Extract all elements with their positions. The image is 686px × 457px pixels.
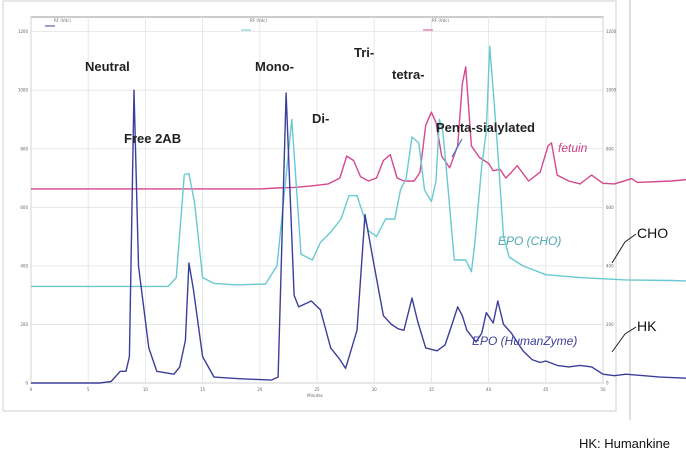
- y-tick-label-right: 600: [606, 205, 614, 210]
- x-axis-label: Minutes: [307, 393, 323, 398]
- x-tick-label: 50: [600, 387, 606, 392]
- outer-frame: [2, 0, 617, 412]
- x-tick-label: 45: [543, 387, 549, 392]
- x-tick-label: 5: [87, 387, 90, 392]
- y-tick-label-left: 200: [20, 322, 28, 327]
- y-tick-label-right: 400: [606, 263, 614, 268]
- series-line-epo-cho: [31, 45, 686, 288]
- y-tick-label-right: 800: [606, 146, 614, 151]
- annotation-penta-pointer: [451, 138, 463, 158]
- legend: RF (Vdc) RF (Vdc) RF (Vdc): [45, 18, 449, 31]
- x-tick-label: 20: [257, 387, 263, 392]
- x-tick-label: 15: [200, 387, 206, 392]
- annotation-di: Di-: [312, 111, 329, 126]
- x-axis-ticks: 0 5 10 15 20 25 30 35 40 45 50: [30, 387, 606, 392]
- trace-labels: fetuin EPO (CHO) EPO (HumanZyme): [472, 141, 588, 348]
- y-tick-label-left: 800: [20, 146, 28, 151]
- annotation-tetra: tetra-: [392, 67, 425, 82]
- annotation-neutral: Neutral: [85, 59, 130, 74]
- trace-label-fetuin: fetuin: [558, 141, 588, 155]
- y-tick-label-right: 1200: [606, 29, 617, 34]
- y-tick-label-right: 200: [606, 322, 614, 327]
- x-tick-label: 40: [486, 387, 492, 392]
- y-tick-label-left: 400: [20, 263, 28, 268]
- grid-lines: [30, 17, 604, 384]
- y-tick-label-left: 600: [20, 205, 28, 210]
- x-tick-label: 0: [30, 387, 33, 392]
- annotation-tri: Tri-: [354, 45, 374, 60]
- annotation-mono: Mono-: [255, 59, 294, 74]
- side-labels: CHO HK: [611, 225, 668, 353]
- footnote: HK: Humankine: [578, 436, 670, 451]
- y-axis-right-ticks: 0 200 400 600 800 1000 1200: [606, 29, 617, 385]
- x-tick-label: 25: [314, 387, 320, 392]
- legend-line-0: RF (Vdc): [54, 18, 71, 23]
- y-tick-label-right: 1000: [606, 88, 617, 93]
- x-tick-label: 30: [372, 387, 378, 392]
- legend-line-2: RF (Vdc): [432, 18, 449, 23]
- side-label-hk: HK: [637, 318, 657, 334]
- side-label-cho: CHO: [637, 225, 668, 241]
- annotation-penta-sialylated: Penta-sialylated: [436, 120, 535, 135]
- y-axis-left-ticks: 0 200 400 600 800 1000 1200: [18, 29, 29, 385]
- cho-bracket: [611, 233, 637, 264]
- series-group: [31, 45, 686, 384]
- trace-label-epo-humanzyme: EPO (HumanZyme): [472, 334, 577, 348]
- y-tick-label-right: 0: [606, 381, 609, 386]
- x-tick-label: 35: [429, 387, 435, 392]
- series-line-fetuin: [31, 66, 686, 190]
- y-tick-label-left: 1200: [18, 29, 29, 34]
- hk-bracket: [611, 326, 637, 353]
- y-tick-label-left: 1000: [18, 88, 29, 93]
- series-line-epo-humanzyme: [31, 89, 686, 384]
- y-tick-label-left: 0: [25, 381, 28, 386]
- legend-line-1: RF (Vdc): [250, 18, 267, 23]
- x-tick-label: 10: [143, 387, 149, 392]
- trace-label-epo-cho: EPO (CHO): [498, 234, 561, 248]
- peak-annotations: Neutral Free 2AB Mono- Di- Tri- tetra- P…: [85, 45, 535, 158]
- annotation-free-2ab: Free 2AB: [124, 131, 181, 146]
